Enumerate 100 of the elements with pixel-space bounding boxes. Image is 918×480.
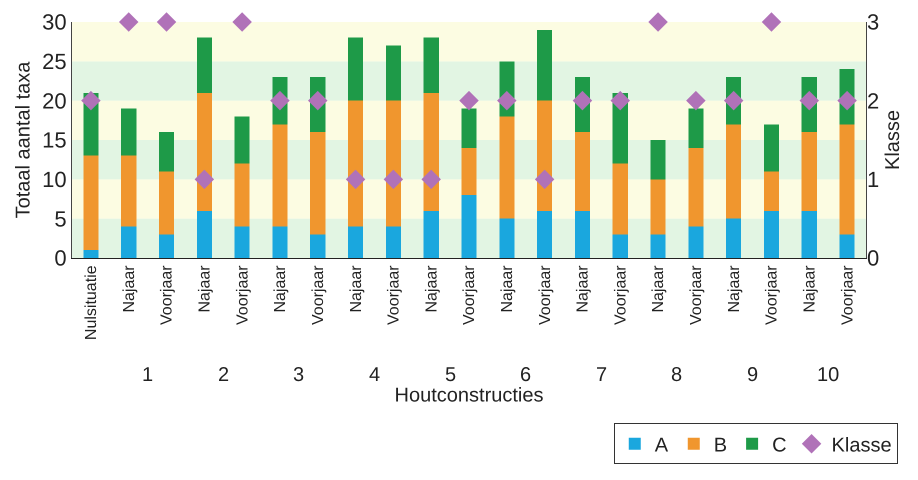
bar (234, 116, 250, 164)
x-tick-label: Najaar (499, 264, 516, 313)
point (610, 90, 630, 110)
x-tick-label: Voorjaar (764, 264, 781, 325)
text: 2 (218, 364, 230, 386)
bar (461, 108, 477, 148)
text: 4 (369, 364, 380, 386)
point (156, 12, 176, 32)
legend-label: Klasse (832, 434, 892, 456)
point (194, 170, 214, 190)
bar (83, 156, 98, 250)
bar (650, 234, 666, 258)
bar (310, 234, 326, 258)
bar (802, 132, 817, 211)
point (534, 170, 554, 190)
x-tick-label: Nulsituatie (83, 265, 100, 340)
x-tick-label: Voorjaar (158, 264, 176, 325)
bar (574, 210, 590, 258)
x-tick-label: Voorjaar (839, 264, 856, 325)
y-tick-label: 10 (42, 167, 67, 192)
x-tick-label: Voorjaar (386, 264, 403, 325)
point (497, 90, 517, 110)
bar (840, 124, 855, 234)
bar (348, 38, 364, 101)
x-tick-label: Voorjaar (310, 264, 327, 325)
bar (158, 171, 174, 234)
bar (537, 30, 552, 101)
x-tick-label: Voorjaar (536, 264, 554, 325)
text: 5 (445, 364, 456, 386)
x-tick-label: Najaar (650, 264, 668, 313)
x-tick-label: Voorjaar (688, 264, 706, 325)
point (686, 90, 706, 110)
text: 6 (520, 364, 532, 386)
x-tick-label: Najaar (348, 264, 365, 313)
y2-tick-label: 3 (867, 10, 880, 35)
point (800, 90, 820, 110)
bar (310, 132, 326, 234)
y-tick-label: 5 (54, 206, 67, 232)
bar (424, 92, 439, 211)
bar (424, 38, 439, 93)
x-axis-title: Houtconstructies (394, 384, 544, 407)
bar (612, 164, 628, 234)
y2-tick-label: 0 (867, 246, 880, 271)
point (81, 90, 101, 110)
y-axis-title: Totaal aantal taxa (12, 60, 35, 218)
point (270, 90, 290, 110)
bar (499, 218, 514, 258)
y2-axis-title: Klasse (882, 110, 904, 170)
y-tick-label: 15 (42, 128, 67, 153)
legend-label: B (714, 434, 728, 456)
text: 8 (671, 364, 682, 386)
y-tick-label: 25 (42, 49, 67, 74)
bar (386, 226, 401, 258)
bar (764, 210, 780, 258)
bar (650, 140, 666, 180)
bar (386, 46, 401, 101)
point (421, 170, 441, 190)
point (837, 90, 857, 110)
text: 3 (293, 364, 304, 386)
x-tick-label: Najaar (726, 264, 743, 313)
y-tick-label: 30 (42, 10, 67, 35)
bar (499, 116, 514, 219)
bar (612, 234, 628, 258)
x-tick-label: Najaar (574, 264, 592, 313)
point (232, 12, 252, 32)
point (118, 12, 138, 32)
point (346, 170, 366, 190)
y2-tick-label: 1 (867, 167, 880, 192)
x-tick-label: Najaar (801, 264, 818, 313)
bar (650, 179, 666, 234)
text: 1 (142, 364, 154, 386)
x-tick-label: Najaar (272, 264, 290, 313)
bar (424, 210, 439, 258)
bar (688, 108, 704, 148)
y2-tick-label: 2 (867, 88, 880, 114)
text: 10 (817, 364, 840, 386)
bar (234, 226, 250, 258)
x-tick-label: Najaar (423, 264, 440, 313)
point (308, 90, 328, 110)
y-tick-label: 0 (54, 246, 67, 271)
y-tick-label: 20 (42, 88, 67, 114)
bar (158, 234, 174, 258)
bar (461, 195, 477, 258)
bar (802, 210, 817, 258)
bar (272, 226, 288, 258)
bar (196, 38, 212, 93)
bar (574, 132, 590, 211)
bar (537, 210, 552, 258)
bar (386, 100, 401, 227)
bar (764, 124, 780, 172)
bar (272, 124, 288, 227)
bar (121, 226, 136, 258)
point (762, 12, 782, 32)
legend-label: C (772, 434, 787, 456)
legend-label: A (654, 434, 669, 456)
point (384, 170, 404, 190)
bar (158, 132, 174, 172)
bar (726, 124, 742, 219)
point (648, 12, 668, 32)
point (572, 90, 592, 110)
